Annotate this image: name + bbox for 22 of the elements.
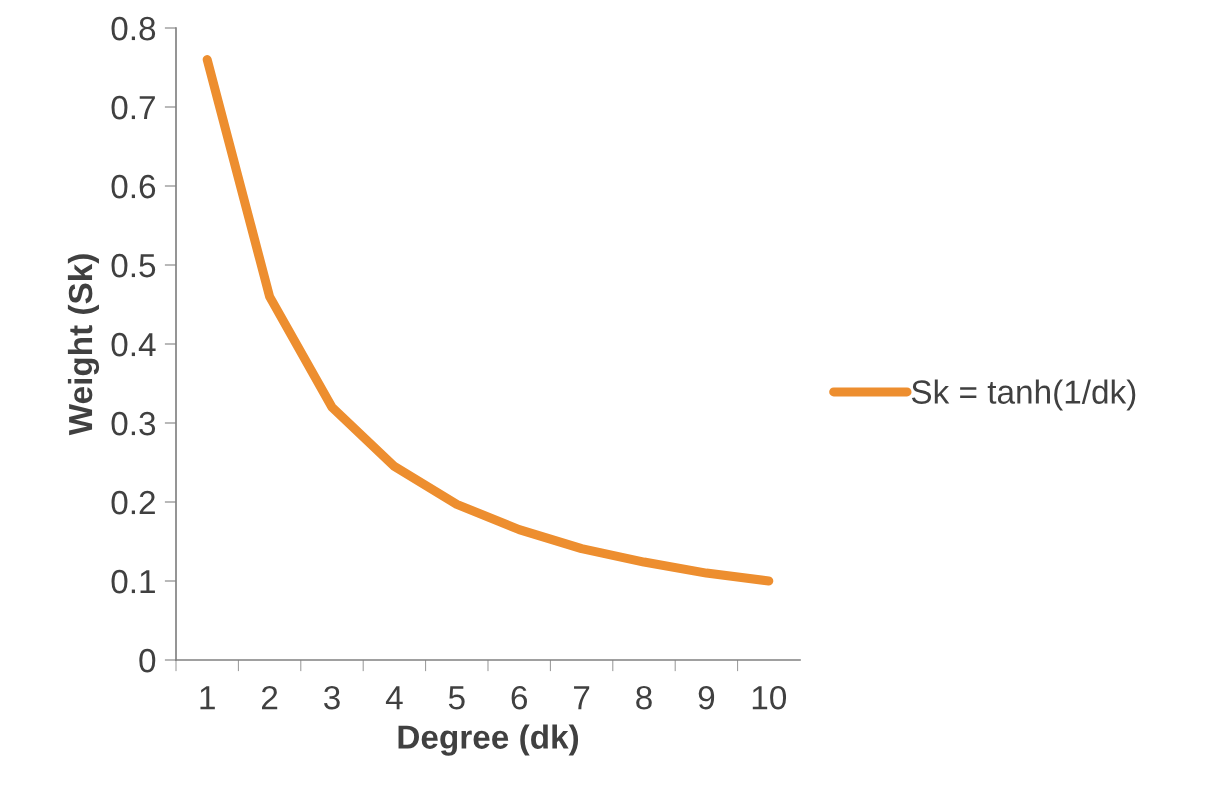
legend-label: Sk = tanh(1/dk) (911, 379, 1136, 411)
x-tick-label: 5 (448, 686, 465, 710)
y-tick-label: 0.3 (111, 411, 156, 436)
x-axis-title: Degree (dk) (398, 724, 579, 756)
x-tick-label: 7 (574, 686, 590, 710)
y-tick-label: 0 (139, 648, 156, 673)
x-tick-label: 8 (636, 685, 652, 710)
x-tick-label: 9 (698, 685, 715, 710)
x-tick-label: 10 (752, 685, 787, 710)
y-tick-label: 0.6 (111, 174, 156, 199)
x-tick-label: 4 (385, 686, 403, 710)
y-tick-label: 0.8 (111, 16, 156, 41)
x-tick-label: 1 (200, 686, 215, 710)
x-tick-label: 2 (262, 685, 278, 710)
y-tick-label: 0.1 (111, 569, 155, 594)
x-tick-label: 3 (324, 685, 340, 710)
y-tick-label: 0.4 (111, 332, 156, 357)
y-axis-title: Weight (Sk) (67, 254, 100, 436)
x-tick-label: 6 (511, 685, 527, 710)
y-tick-label: 0.7 (111, 95, 155, 120)
y-tick-label: 0.5 (111, 253, 156, 278)
y-tick-label: 0.2 (111, 490, 155, 515)
